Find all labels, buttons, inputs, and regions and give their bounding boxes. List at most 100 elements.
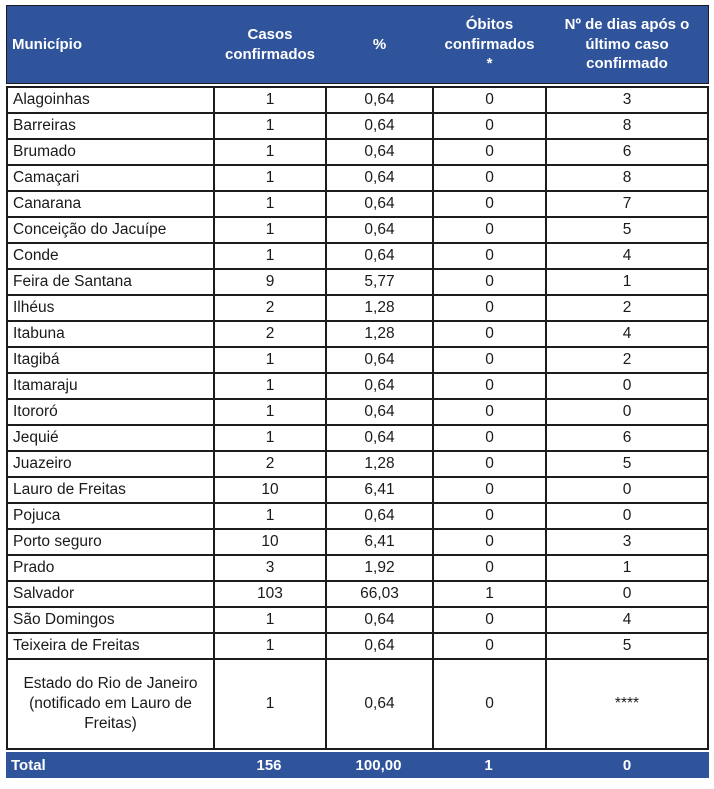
value-cell: 8 — [547, 114, 707, 138]
value-cell: 1,28 — [327, 296, 434, 320]
table-row: Conde 1 0,64 0 4 — [8, 244, 707, 270]
value-cell: 0 — [547, 400, 707, 424]
municipio-cell: Pojuca — [8, 504, 215, 528]
municipio-cell: Conceição do Jacuípe — [8, 218, 215, 242]
value-cell: 5 — [547, 452, 707, 476]
value-cell: 0 — [434, 322, 547, 346]
header-obitos-confirmados: Óbitos confirmados * — [444, 16, 535, 73]
value-cell: 1 — [215, 348, 327, 372]
value-cell: 0,64 — [327, 140, 434, 164]
municipio-cell: Itagibá — [8, 348, 215, 372]
total-label: Total — [11, 756, 46, 774]
value-cell: 0 — [434, 244, 547, 268]
table-row: Alagoinhas 1 0,64 0 3 — [8, 88, 707, 114]
table-row: Itamaraju 1 0,64 0 0 — [8, 374, 707, 400]
table-row: Prado 3 1,92 0 1 — [8, 556, 707, 582]
value-cell: 103 — [215, 582, 327, 606]
value-cell: 0 — [547, 504, 707, 528]
table-row: Jequié 1 0,64 0 6 — [8, 426, 707, 452]
value-cell: **** — [547, 660, 707, 748]
value-cell: 0 — [434, 218, 547, 242]
municipio-cell: Feira de Santana — [8, 270, 215, 294]
value-cell: 0 — [434, 166, 547, 190]
value-cell: 0 — [434, 374, 547, 398]
value-cell: 10 — [215, 478, 327, 502]
total-casos: 156 — [256, 756, 282, 774]
value-cell: 10 — [215, 530, 327, 554]
value-cell: 0 — [434, 660, 547, 748]
value-cell: 7 — [547, 192, 707, 216]
value-cell: 1 — [215, 114, 327, 138]
table-row: Itororó 1 0,64 0 0 — [8, 400, 707, 426]
value-cell: 0,64 — [327, 608, 434, 632]
value-cell: 1 — [215, 244, 327, 268]
table-row: Canarana 1 0,64 0 7 — [8, 192, 707, 218]
value-cell: 1 — [547, 556, 707, 580]
value-cell: 1 — [215, 140, 327, 164]
total-obitos: 1 — [484, 756, 493, 774]
value-cell: 6 — [547, 140, 707, 164]
value-cell: 1,92 — [327, 556, 434, 580]
value-cell: 1 — [215, 166, 327, 190]
header-casos-confirmados: Casos confirmados — [224, 26, 315, 63]
table-row: Pojuca 1 0,64 0 0 — [8, 504, 707, 530]
municipio-cell: Barreiras — [8, 114, 215, 138]
table-row: São Domingos 1 0,64 0 4 — [8, 608, 707, 634]
value-cell: 8 — [547, 166, 707, 190]
total-dias: 0 — [622, 756, 632, 774]
municipio-cell: Canarana — [8, 192, 215, 216]
municipio-cell: São Domingos — [8, 608, 215, 632]
value-cell: 0 — [434, 348, 547, 372]
value-cell: 5 — [547, 218, 707, 242]
value-cell: 0 — [434, 530, 547, 554]
table-row: Itabuna 2 1,28 0 4 — [8, 322, 707, 348]
value-cell: 1 — [215, 218, 327, 242]
municipio-cell: Porto seguro — [8, 530, 215, 554]
value-cell: 1 — [215, 660, 327, 748]
table-row: Teixeira de Freitas 1 0,64 0 5 — [8, 634, 707, 660]
municipio-cell: Brumado — [8, 140, 215, 164]
value-cell: 2 — [215, 322, 327, 346]
value-cell: 4 — [547, 322, 707, 346]
value-cell: 0,64 — [327, 114, 434, 138]
table-row: Barreiras 1 0,64 0 8 — [8, 114, 707, 140]
municipio-cell: Prado — [8, 556, 215, 580]
value-cell: 6,41 — [327, 530, 434, 554]
table-header-row: Município Casos confirmados % Óbitos con… — [6, 5, 709, 84]
value-cell: 3 — [215, 556, 327, 580]
value-cell: 4 — [547, 244, 707, 268]
value-cell: 1 — [215, 634, 327, 658]
value-cell: 2 — [215, 296, 327, 320]
value-cell: 0 — [547, 478, 707, 502]
value-cell: 2 — [215, 452, 327, 476]
value-cell: 1 — [215, 400, 327, 424]
municipio-cell: Alagoinhas — [8, 88, 215, 112]
value-cell: 2 — [547, 296, 707, 320]
table-row: Brumado 1 0,64 0 6 — [8, 140, 707, 166]
table-row: Itagibá 1 0,64 0 2 — [8, 348, 707, 374]
value-cell: 5 — [547, 634, 707, 658]
value-cell: 0 — [434, 452, 547, 476]
table-row: Ilhéus 2 1,28 0 2 — [8, 296, 707, 322]
value-cell: 0,64 — [327, 400, 434, 424]
municipio-cell: Camaçari — [8, 166, 215, 190]
value-cell: 0 — [434, 88, 547, 112]
value-cell: 2 — [547, 348, 707, 372]
value-cell: 0,64 — [327, 660, 434, 748]
value-cell: 0 — [434, 114, 547, 138]
table-row: Salvador 103 66,03 1 0 — [8, 582, 707, 608]
value-cell: 0,64 — [327, 348, 434, 372]
value-cell: 0 — [434, 556, 547, 580]
value-cell: 4 — [547, 608, 707, 632]
value-cell: 0,64 — [327, 218, 434, 242]
value-cell: 0 — [434, 270, 547, 294]
municipio-cell: Itamaraju — [8, 374, 215, 398]
municipio-cell: Ilhéus — [8, 296, 215, 320]
table-row: Camaçari 1 0,64 0 8 — [8, 166, 707, 192]
value-cell: 0 — [547, 582, 707, 606]
value-cell: 0,64 — [327, 166, 434, 190]
value-cell: 1 — [547, 270, 707, 294]
value-cell: 0 — [434, 608, 547, 632]
value-cell: 9 — [215, 270, 327, 294]
value-cell: 0,64 — [327, 426, 434, 450]
